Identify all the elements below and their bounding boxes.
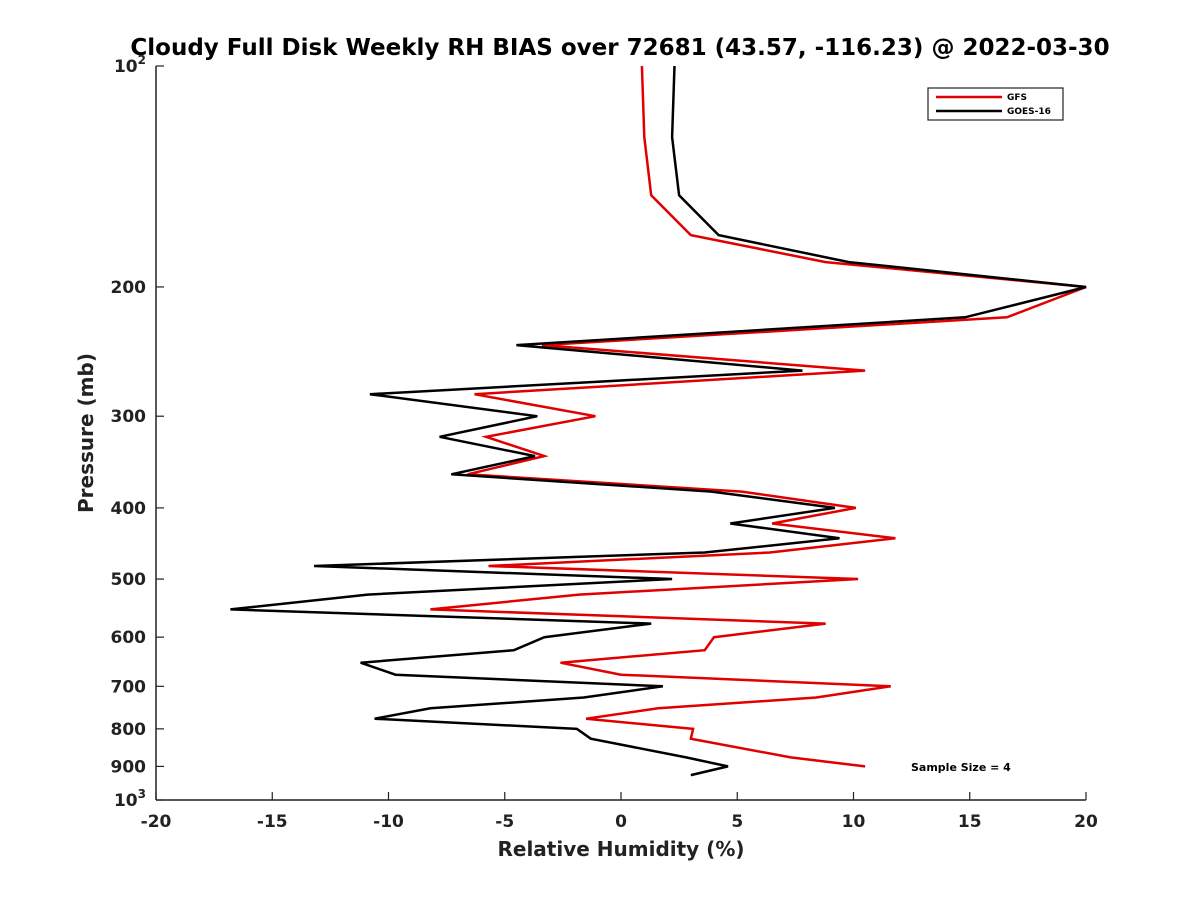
series-line-gfs (430, 65, 1087, 768)
legend-label-goes16: GOES-16 (1007, 107, 1051, 117)
y-tick-label: 103 (114, 787, 146, 811)
x-tick-label: -20 (141, 812, 172, 832)
x-tick-label: -5 (495, 812, 514, 832)
x-tick-label: 5 (731, 812, 743, 832)
x-tick-label: -10 (373, 812, 404, 832)
chart-title: Cloudy Full Disk Weekly RH BIAS over 726… (130, 35, 1109, 61)
y-tick-label: 200 (111, 278, 147, 298)
x-tick-label: 15 (958, 812, 982, 832)
legend-label-gfs: GFS (1007, 93, 1027, 103)
y-tick-label: 800 (111, 720, 147, 740)
y-tick-label: 700 (111, 677, 147, 697)
y-axis-label: Pressure (mb) (74, 353, 98, 513)
y-tick-label: 102 (114, 53, 146, 77)
y-tick-label: 500 (111, 570, 147, 590)
y-tick-label: 900 (111, 757, 147, 777)
plot-axes (155, 66, 1086, 801)
x-ticks: -20 -15 -10 -5 0 5 10 15 20 (141, 792, 1098, 832)
y-ticks: 102 200 300 400 500 600 700 800 900 103 (111, 53, 164, 811)
legend-box (927, 87, 1064, 121)
x-tick-label: -15 (257, 812, 288, 832)
x-axis-label: Relative Humidity (%) (497, 837, 744, 861)
x-tick-label: 10 (842, 812, 866, 832)
sample-size-annotation: Sample Size = 4 (911, 761, 1011, 774)
y-tick-label: 600 (111, 628, 147, 648)
series-group (230, 65, 1087, 777)
y-tick-label: 300 (111, 407, 147, 427)
x-tick-label: 20 (1074, 812, 1098, 832)
series-line-goes16 (230, 65, 1087, 777)
x-tick-label: 0 (615, 812, 627, 832)
legend: GFS GOES-16 (927, 87, 1064, 121)
y-tick-label: 400 (111, 499, 147, 519)
